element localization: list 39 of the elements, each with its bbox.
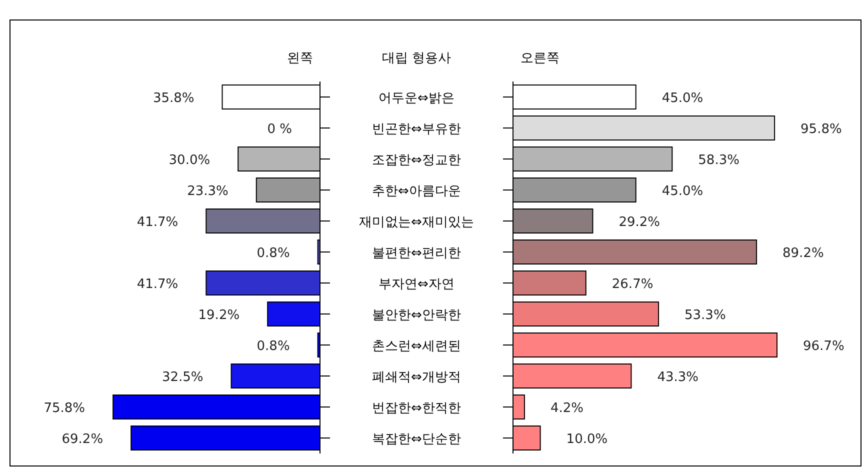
data-label: 41.7% <box>136 215 178 230</box>
data-label: 23.3% <box>187 184 228 199</box>
data-label: 32.5% <box>162 370 204 385</box>
y-tick-label: 부자연⇔자연 <box>378 277 454 292</box>
data-label: 89.2% <box>782 246 824 261</box>
data-label: 45.0% <box>662 91 704 106</box>
data-label: 4.2% <box>550 401 584 416</box>
data-label: 75.8% <box>44 401 86 416</box>
y-tick-label: 불편한⇔편리한 <box>372 246 461 261</box>
data-label: 69.2% <box>62 432 104 447</box>
data-label: 0.8% <box>256 246 290 261</box>
data-label: 41.7% <box>136 277 178 292</box>
y-tick-label: 복잡한⇔단순한 <box>372 432 461 447</box>
data-label: 10.0% <box>566 432 608 447</box>
data-label: 43.3% <box>657 370 699 385</box>
y-tick-label: 불안한⇔안락한 <box>372 308 461 323</box>
data-label: 29.2% <box>618 215 660 230</box>
y-tick-label: 추한⇔아름다운 <box>372 184 461 199</box>
y-tick-label: 어두운⇔밝은 <box>378 91 454 106</box>
data-label: 95.8% <box>800 122 842 137</box>
chart-title: 왼쪽 <box>287 51 313 66</box>
chart-title: 오른쪽 <box>520 51 560 66</box>
data-label: 58.3% <box>698 153 740 168</box>
y-tick-label: 번잡한⇔한적한 <box>372 401 461 416</box>
data-label: 0 % <box>267 122 292 137</box>
y-tick-label: 빈곤한⇔부유한 <box>372 122 461 137</box>
y-axis-title: 대립 형용사 <box>382 51 452 66</box>
y-tick-label: 재미없는⇔재미있는 <box>359 215 474 230</box>
y-tick-label: 촌스런⇔세련된 <box>372 339 461 354</box>
data-label: 53.3% <box>684 308 726 323</box>
y-tick-label: 조잡한⇔정교한 <box>372 153 461 168</box>
data-label: 19.2% <box>198 308 240 323</box>
y-tick-label: 폐쇄적⇔개방적 <box>372 370 461 385</box>
data-label: 45.0% <box>662 184 704 199</box>
data-label: 30.0% <box>168 153 210 168</box>
data-label: 96.7% <box>803 339 844 354</box>
data-label: 26.7% <box>612 277 654 292</box>
data-label: 35.8% <box>152 91 194 106</box>
data-label: 0.8% <box>256 339 290 354</box>
